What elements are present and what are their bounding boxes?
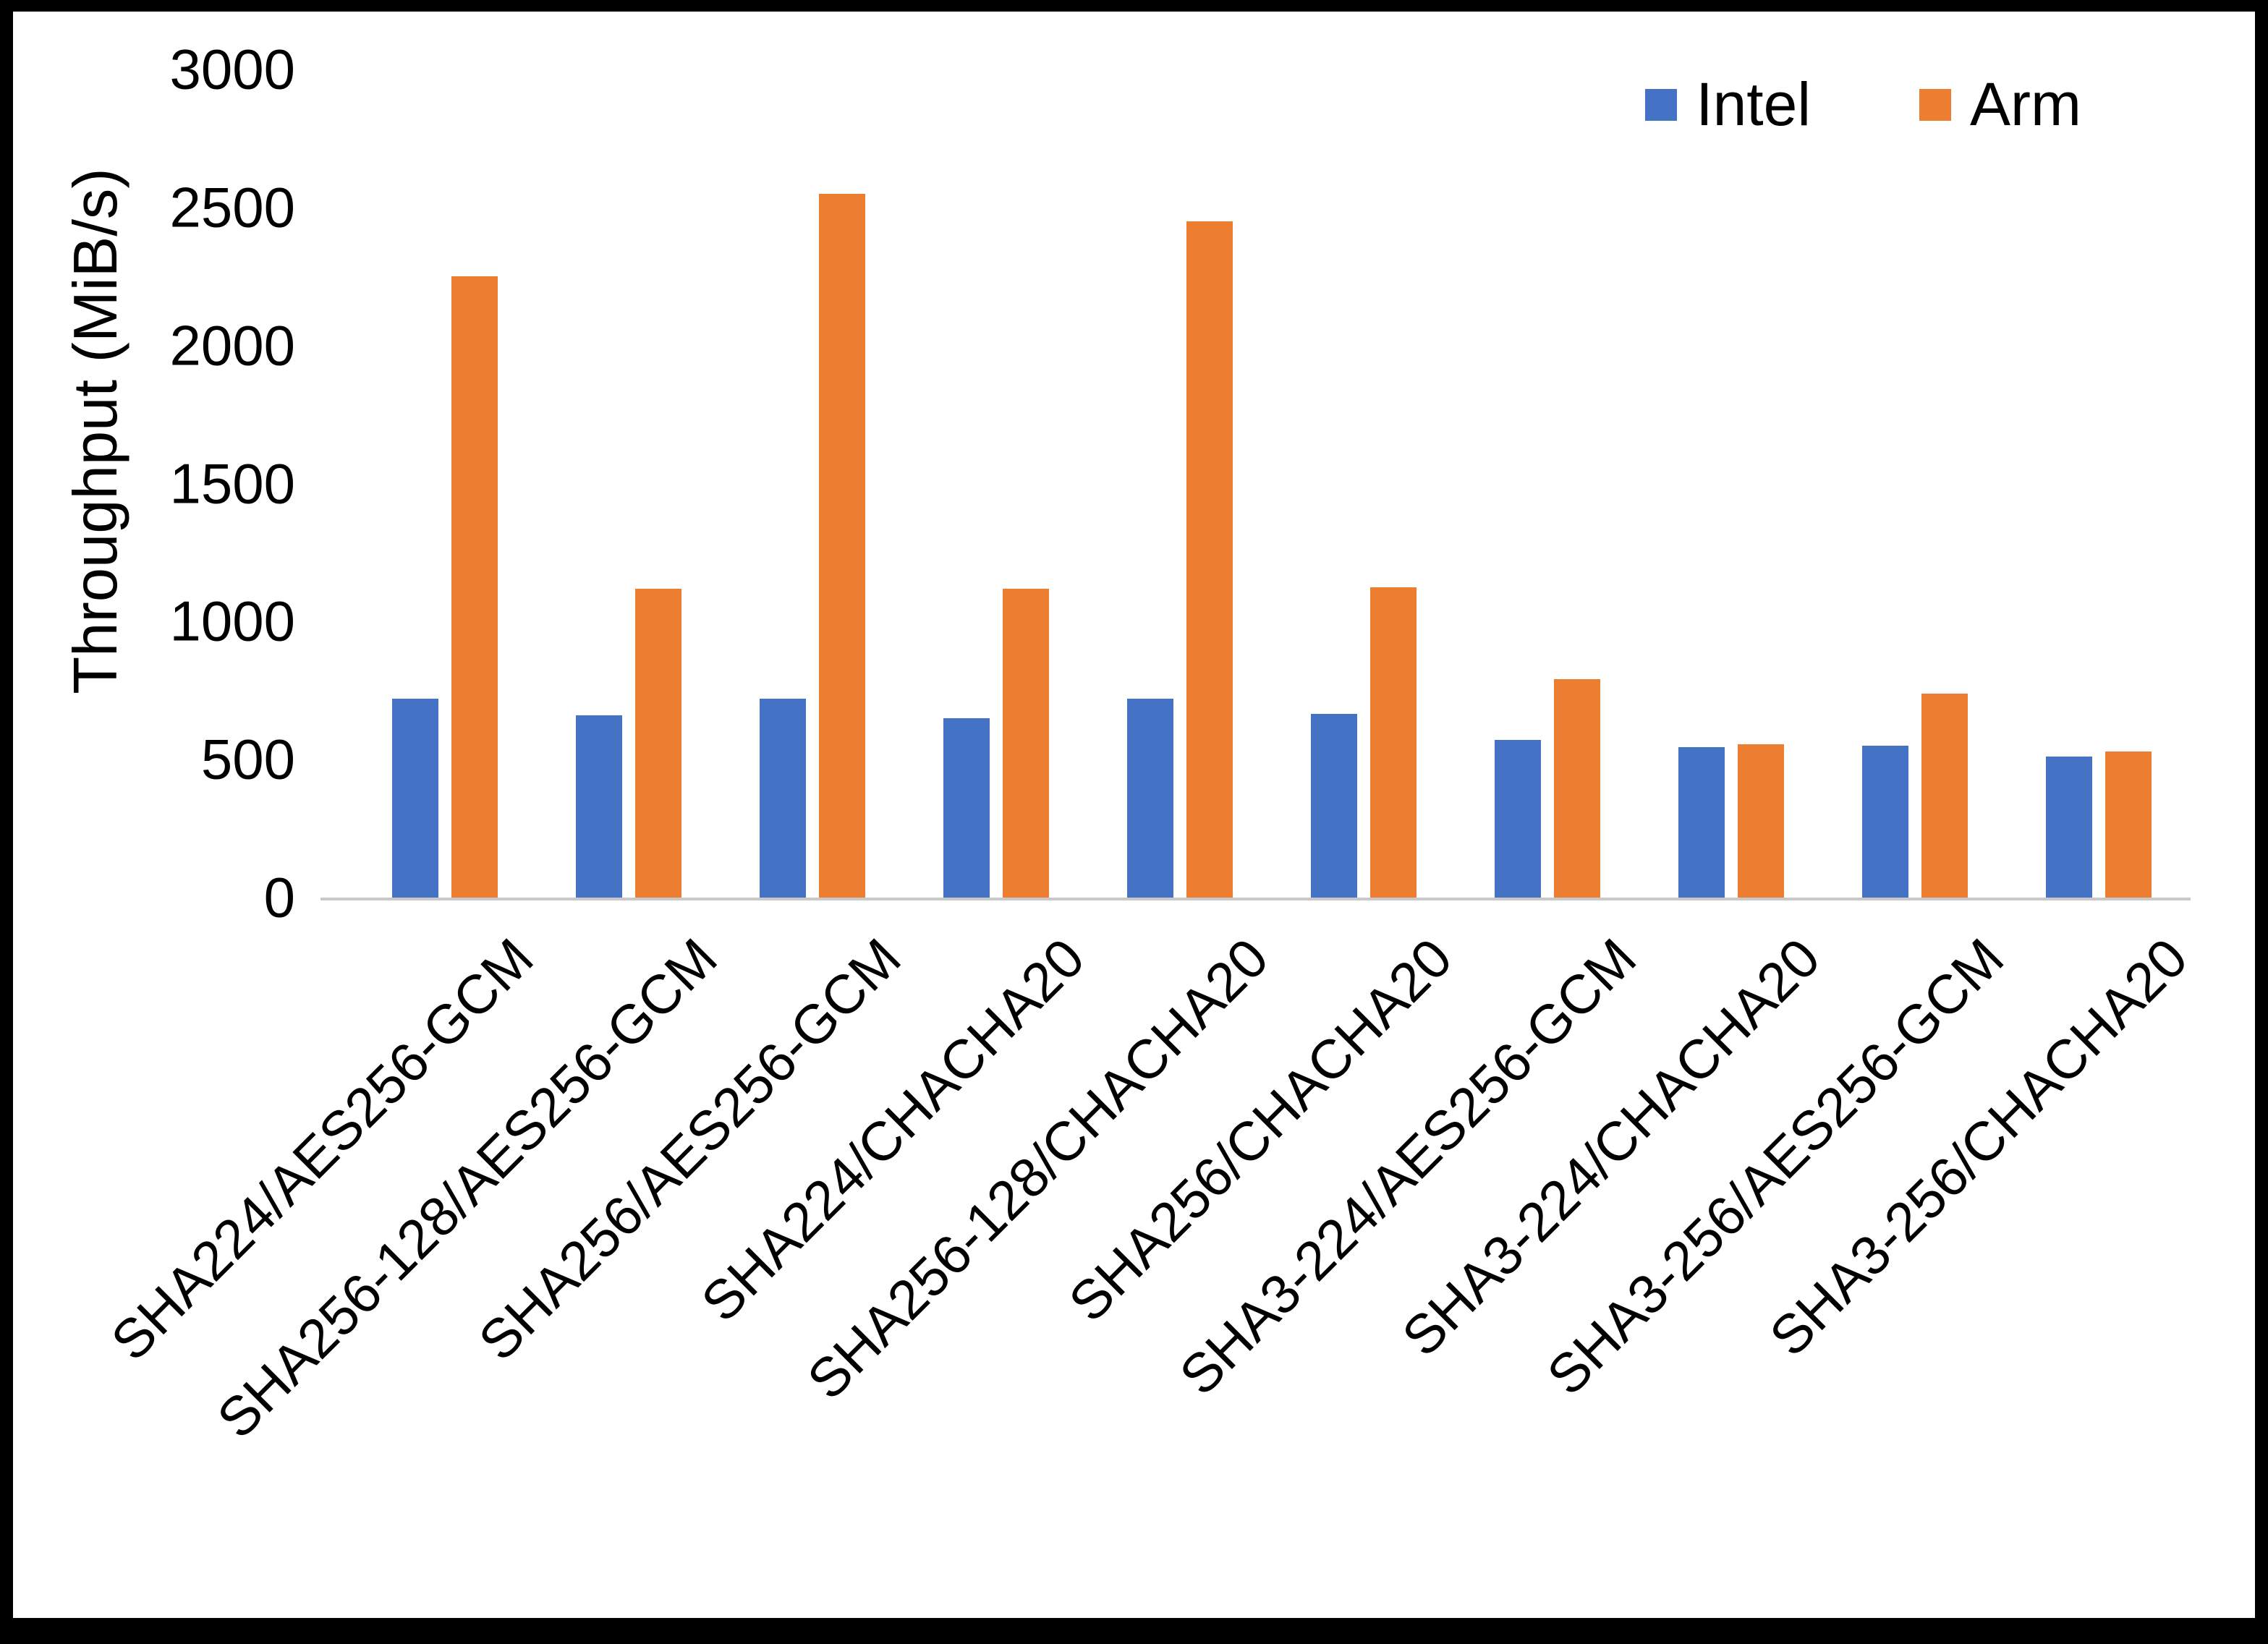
- bar-group: [537, 69, 721, 898]
- bar-intel: [1495, 740, 1541, 898]
- bar-intel: [1127, 699, 1173, 898]
- legend-item-intel: Intel: [1645, 69, 1811, 140]
- y-tick-label: 1500: [169, 451, 295, 515]
- bar-arm: [1921, 693, 1968, 898]
- bar-arm: [2105, 751, 2152, 898]
- bar-intel: [1678, 747, 1725, 898]
- legend-label-intel: Intel: [1696, 70, 1812, 138]
- bar-group: [1456, 69, 1639, 898]
- x-axis-labels: SHA224/AES256-GCM SHA256-128/AES256-GCM SH…: [100, 912, 2199, 1599]
- bar-intel: [1862, 746, 1908, 898]
- bar-group: [1639, 69, 1823, 898]
- bar-arm: [819, 193, 865, 898]
- bar-group: [721, 69, 904, 898]
- bar-arm: [1554, 679, 1600, 898]
- bar-group: [904, 69, 1088, 898]
- bar-group: [353, 69, 537, 898]
- bar-intel: [576, 715, 622, 898]
- y-tick-label: 500: [200, 727, 295, 791]
- bar-arm: [1370, 587, 1417, 898]
- legend-label-arm: Arm: [1970, 70, 2081, 138]
- bar-group: [2007, 69, 2191, 898]
- bar-arm: [635, 588, 681, 898]
- x-axis-line: [320, 898, 353, 900]
- x-label-cell: SHA3-256/CHACHA20: [1758, 912, 2199, 1599]
- bar-group: [1088, 69, 1272, 898]
- y-tick-label: 3000: [169, 37, 295, 101]
- y-axis-ticks: 0 500 1000 1500 2000 2500 3000: [13, 38, 353, 929]
- bar-intel: [392, 699, 438, 898]
- bar-group: [1272, 69, 1456, 898]
- y-tick-label: 1000: [169, 589, 295, 653]
- bar-intel: [1311, 714, 1357, 898]
- bar-intel: [2046, 757, 2092, 898]
- legend-swatch-arm: [1919, 88, 1952, 121]
- legend-swatch-intel: [1645, 88, 1678, 121]
- legend-item-arm: Arm: [1919, 69, 2081, 140]
- plot-area: [320, 69, 2191, 900]
- bar-intel: [943, 717, 990, 898]
- y-tick-label: 2500: [169, 175, 295, 239]
- y-tick-label: 0: [263, 865, 295, 929]
- legend: Intel Arm: [1645, 69, 2081, 140]
- y-tick-label: 2000: [169, 313, 295, 378]
- bar-arm: [1738, 744, 1784, 898]
- bar-group: [1823, 69, 2007, 898]
- bar-arm: [1186, 221, 1233, 898]
- bar-arm: [451, 276, 498, 898]
- bar-intel: [760, 699, 806, 898]
- bar-arm: [1003, 588, 1049, 898]
